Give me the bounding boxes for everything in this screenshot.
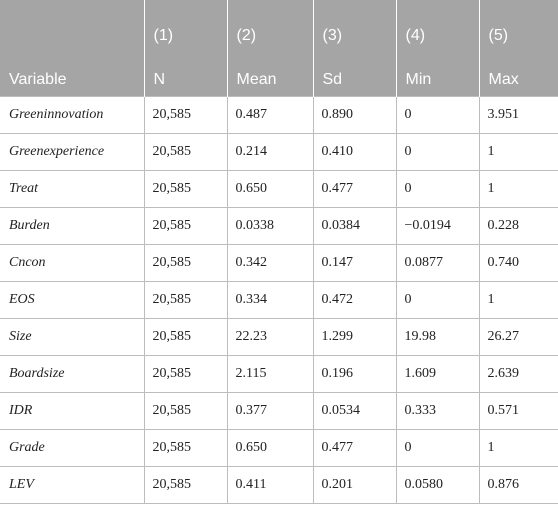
mean-cell: 0.377	[226, 391, 314, 430]
col-number-2: (2)	[226, 0, 314, 48]
variable-name-cell: Grade	[0, 428, 145, 467]
n-cell: 20,585	[143, 280, 228, 319]
sd-cell: 0.0384	[312, 206, 397, 245]
variable-name-cell: EOS	[0, 280, 145, 319]
sd-cell: 0.477	[312, 169, 397, 208]
variable-name-cell: Size	[0, 317, 145, 356]
max-cell: 1	[478, 280, 558, 319]
max-cell: 1	[478, 169, 558, 208]
table-row: Cncon 20,585 0.342 0.147 0.0877 0.740	[0, 243, 558, 282]
col-number-5: (5)	[478, 0, 558, 48]
min-cell: 0	[395, 428, 480, 467]
sd-cell: 0.890	[312, 95, 397, 134]
mean-cell: 0.214	[226, 132, 314, 171]
sd-cell: 0.410	[312, 132, 397, 171]
max-cell: 0.876	[478, 465, 558, 504]
col-header-n: N	[144, 48, 228, 96]
max-cell: 0.740	[478, 243, 558, 282]
sd-cell: 0.147	[312, 243, 397, 282]
variable-name-cell: LEV	[0, 465, 145, 504]
col-number-1: (1)	[143, 0, 228, 48]
n-cell: 20,585	[143, 465, 228, 504]
variable-header: Variable	[0, 0, 145, 96]
sd-cell: 1.299	[312, 317, 397, 356]
variable-name-cell: Boardsize	[0, 354, 145, 393]
max-cell: 1	[478, 428, 558, 467]
mean-cell: 0.650	[226, 428, 314, 467]
table-row: LEV 20,585 0.411 0.201 0.0580 0.876	[0, 465, 558, 504]
sd-cell: 0.477	[312, 428, 397, 467]
min-cell: 19.98	[395, 317, 480, 356]
variable-name-cell: Greeninnovation	[0, 95, 145, 134]
sd-cell: 0.472	[312, 280, 397, 319]
table-body: Greeninnovation 20,585 0.487 0.890 0 3.951 Gre…	[0, 95, 558, 504]
mean-cell: 0.342	[226, 243, 314, 282]
table-row: Treat 20,585 0.650 0.477 0 1	[0, 169, 558, 208]
n-cell: 20,585	[143, 243, 228, 282]
header-row-numbers: Variable (1) (2) (3) (4) (5)	[0, 0, 558, 96]
sd-cell: 0.0534	[312, 391, 397, 430]
n-cell: 20,585	[143, 428, 228, 467]
header-row-labels: N Mean Sd Min Max	[0, 48, 558, 96]
variable-name-cell: Cncon	[0, 243, 145, 282]
table-header: Variable (1) (2) (3) (4) (5) N Mean Sd M…	[0, 0, 558, 96]
variable-name-cell: Greenexperience	[0, 132, 145, 171]
col-header-mean: Mean	[226, 48, 314, 96]
min-cell: 0.0877	[395, 243, 480, 282]
mean-cell: 0.411	[226, 465, 314, 504]
table-row: EOS 20,585 0.334 0.472 0 1	[0, 280, 558, 319]
max-cell: 3.951	[478, 95, 558, 134]
table-row: Greenexperience 20,585 0.214 0.410 0 1	[0, 132, 558, 171]
col-number-3: (3)	[312, 0, 397, 48]
mean-cell: 22.23	[226, 317, 314, 356]
n-cell: 20,585	[143, 132, 228, 171]
sd-cell: 0.196	[312, 354, 397, 393]
col-header-max: Max	[478, 48, 558, 96]
n-cell: 20,585	[143, 354, 228, 393]
min-cell: 0	[395, 280, 480, 319]
mean-cell: 0.334	[226, 280, 314, 319]
variable-name-cell: Burden	[0, 206, 145, 245]
n-cell: 20,585	[143, 206, 228, 245]
n-cell: 20,585	[143, 317, 228, 356]
col-header-sd: Sd	[312, 48, 397, 96]
max-cell: 0.228	[478, 206, 558, 245]
min-cell: 0	[395, 169, 480, 208]
min-cell: −0.0194	[395, 206, 480, 245]
max-cell: 0.571	[478, 391, 558, 430]
table-row: Boardsize 20,585 2.115 0.196 1.609 2.639	[0, 354, 558, 393]
max-cell: 26.27	[478, 317, 558, 356]
mean-cell: 0.487	[226, 95, 314, 134]
table-row: Greeninnovation 20,585 0.487 0.890 0 3.951	[0, 95, 558, 134]
table-row: Grade 20,585 0.650 0.477 0 1	[0, 428, 558, 467]
col-number-4: (4)	[395, 0, 480, 48]
min-cell: 0	[395, 132, 480, 171]
min-cell: 0.0580	[395, 465, 480, 504]
mean-cell: 0.650	[226, 169, 314, 208]
min-cell: 0.333	[395, 391, 480, 430]
n-cell: 20,585	[143, 95, 228, 134]
min-cell: 0	[395, 95, 480, 134]
n-cell: 20,585	[143, 169, 228, 208]
mean-cell: 2.115	[226, 354, 314, 393]
max-cell: 2.639	[478, 354, 558, 393]
sd-cell: 0.201	[312, 465, 397, 504]
min-cell: 1.609	[395, 354, 480, 393]
max-cell: 1	[478, 132, 558, 171]
n-cell: 20,585	[143, 391, 228, 430]
mean-cell: 0.0338	[226, 206, 314, 245]
table-row: Burden 20,585 0.0338 0.0384 −0.0194 0.228	[0, 206, 558, 245]
variable-name-cell: IDR	[0, 391, 145, 430]
table-row: IDR 20,585 0.377 0.0534 0.333 0.571	[0, 391, 558, 430]
table-row: Size 20,585 22.23 1.299 19.98 26.27	[0, 317, 558, 356]
col-header-min: Min	[395, 48, 480, 96]
variable-name-cell: Treat	[0, 169, 145, 208]
